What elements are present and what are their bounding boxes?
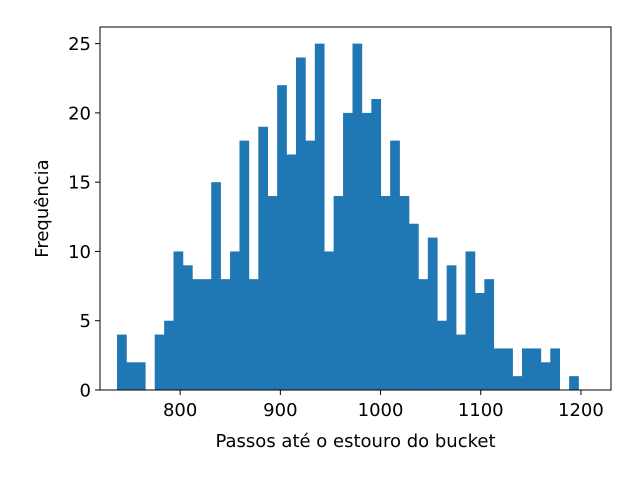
- plot-frame: [99, 26, 612, 391]
- histogram-bar: [286, 154, 297, 390]
- histogram-bar: [230, 251, 240, 390]
- y-tick-label: 25: [68, 34, 91, 55]
- histogram-bar: [446, 265, 457, 390]
- histogram-bar: [569, 376, 579, 390]
- histogram-bar: [418, 279, 429, 390]
- histogram-bar: [267, 196, 278, 390]
- histogram-bar: [305, 140, 316, 390]
- histogram-bar: [248, 279, 259, 390]
- histogram-bar: [390, 140, 400, 390]
- histogram-bar: [512, 376, 523, 390]
- histogram-bar: [503, 348, 513, 390]
- histogram-bar: [343, 112, 353, 391]
- histogram-bar: [361, 112, 372, 391]
- x-axis-ticks: 800 900 1000 1100 1200: [163, 390, 604, 421]
- histogram-bar: [531, 348, 542, 390]
- histogram-bar: [352, 43, 363, 390]
- histogram-bar: [409, 223, 419, 390]
- histogram-bar: [182, 265, 193, 390]
- histogram-bar: [427, 237, 438, 390]
- histogram-bar: [295, 57, 306, 390]
- x-axis-label: Passos até o estouro do bucket: [215, 431, 495, 452]
- y-tick-label: 20: [68, 103, 91, 124]
- histogram-bar: [474, 293, 485, 390]
- x-tick-label: 1200: [558, 400, 604, 421]
- bars-group: [117, 43, 579, 391]
- histogram-bar: [437, 320, 447, 390]
- y-tick-label: 0: [80, 381, 91, 402]
- histogram-bar: [135, 362, 146, 390]
- histogram-bar: [220, 279, 231, 390]
- y-tick-label: 10: [68, 242, 91, 263]
- histogram-bar: [126, 362, 137, 390]
- histogram-bar: [522, 348, 532, 390]
- x-tick-label: 900: [263, 400, 297, 421]
- x-tick-label: 800: [163, 400, 197, 421]
- histogram-bar: [258, 126, 269, 390]
- y-axis-label: Frequência: [32, 159, 53, 257]
- histogram-bar: [333, 196, 344, 390]
- histogram-bar: [540, 362, 551, 390]
- histogram-bar: [117, 334, 127, 390]
- histogram-bar: [164, 320, 174, 390]
- histogram-bar: [484, 279, 495, 390]
- histogram-bar: [324, 251, 334, 390]
- histogram-bar: [173, 251, 184, 390]
- histogram-bar: [465, 251, 476, 390]
- histogram-bar: [192, 279, 203, 390]
- histogram-bar: [201, 279, 212, 390]
- y-tick-label: 15: [68, 173, 91, 194]
- y-axis-ticks: 0 5 10 15 20 25: [68, 34, 100, 402]
- histogram-bar: [154, 334, 165, 390]
- histogram-bar: [314, 43, 325, 390]
- histogram-bar: [399, 196, 410, 390]
- histogram-bar: [239, 140, 250, 390]
- histogram-bar: [493, 348, 504, 390]
- histogram-bar: [550, 348, 560, 390]
- histogram-bar: [371, 99, 382, 391]
- histogram-bar: [456, 334, 466, 390]
- histogram-bar: [380, 196, 391, 390]
- x-tick-label: 1000: [358, 400, 404, 421]
- histogram-bar: [211, 182, 221, 390]
- x-tick-label: 1100: [458, 400, 504, 421]
- y-tick-label: 5: [80, 311, 91, 332]
- histogram-bar: [277, 85, 287, 390]
